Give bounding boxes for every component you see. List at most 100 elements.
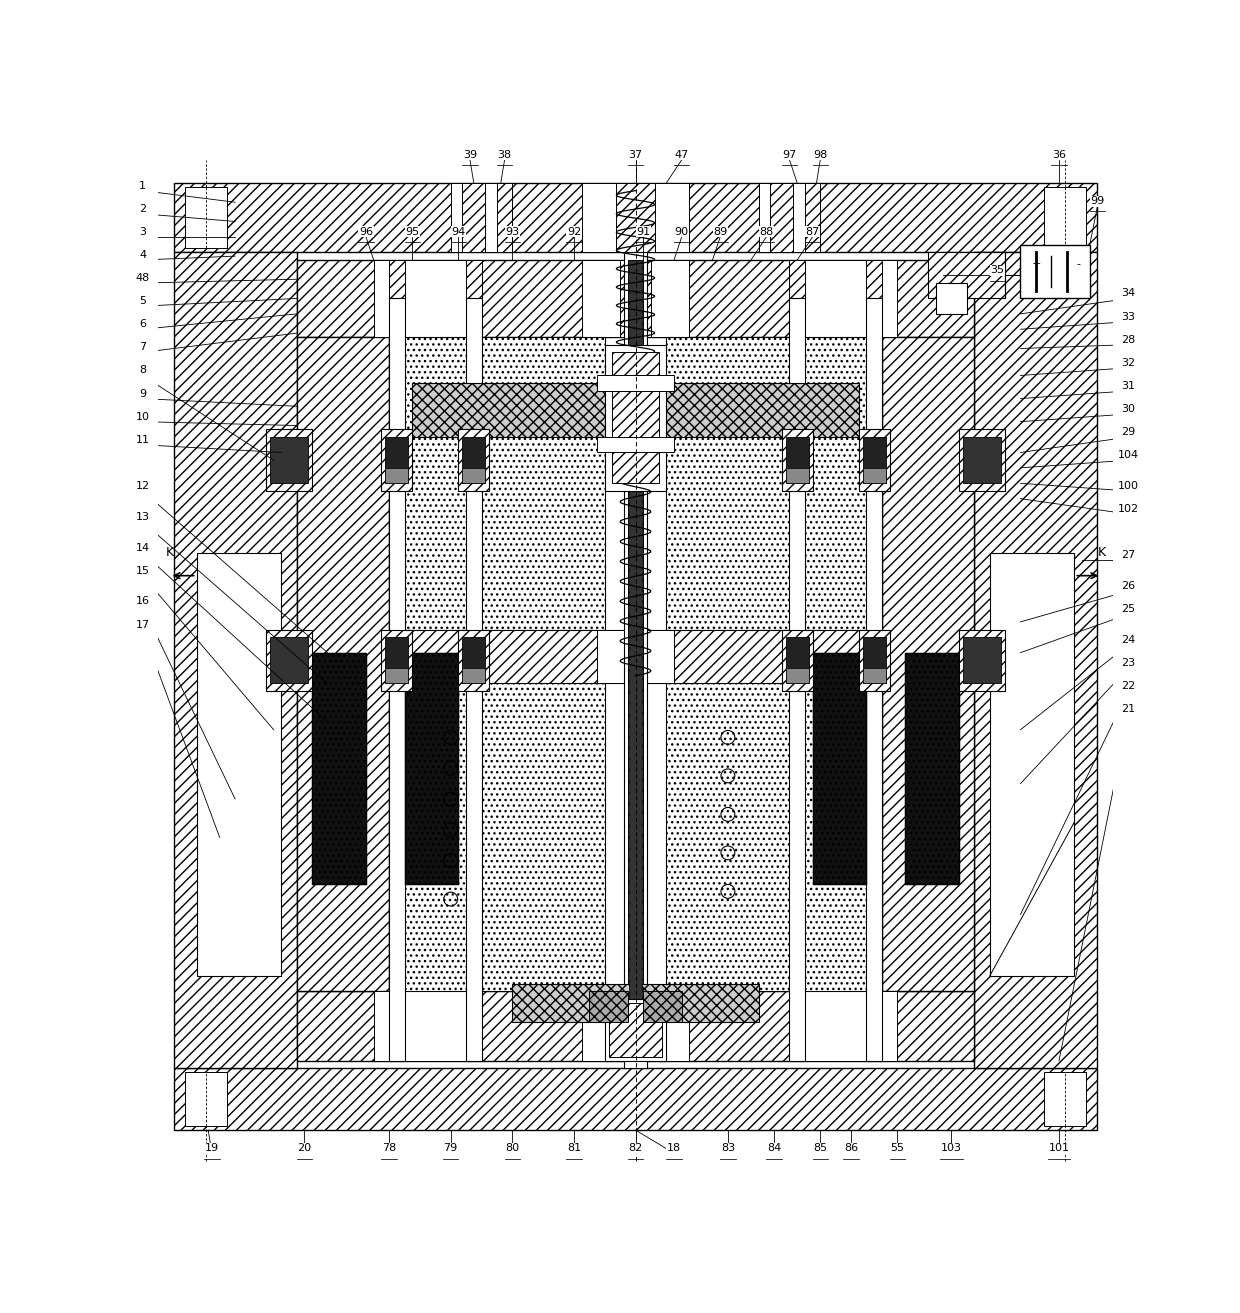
Bar <box>962 637 1001 684</box>
Text: 84: 84 <box>768 1144 781 1153</box>
Text: 29: 29 <box>1121 427 1136 437</box>
Bar <box>863 437 885 483</box>
Text: 17: 17 <box>135 620 150 629</box>
Bar <box>386 467 408 483</box>
Text: 30: 30 <box>1121 404 1136 414</box>
Text: K: K <box>1097 546 1106 559</box>
Bar <box>666 684 882 991</box>
Text: 18: 18 <box>667 1144 681 1153</box>
Bar <box>790 298 805 1061</box>
Text: 7: 7 <box>139 343 146 352</box>
Bar <box>609 1003 662 1057</box>
Text: 9: 9 <box>139 389 146 399</box>
Bar <box>463 437 485 483</box>
Text: 28: 28 <box>1121 335 1136 345</box>
Text: 48: 48 <box>135 273 150 284</box>
Bar <box>616 183 655 252</box>
Bar <box>790 260 898 337</box>
Text: 80: 80 <box>505 1144 520 1153</box>
Bar <box>859 629 889 691</box>
Text: 99: 99 <box>1090 196 1105 206</box>
Bar <box>605 999 666 1061</box>
Text: 36: 36 <box>1052 150 1066 160</box>
Text: 47: 47 <box>675 150 689 160</box>
Bar <box>770 183 794 252</box>
Bar <box>666 337 882 629</box>
Text: 37: 37 <box>629 150 642 160</box>
Text: 89: 89 <box>713 227 728 236</box>
Text: 86: 86 <box>844 1144 858 1153</box>
Text: 38: 38 <box>497 150 512 160</box>
Text: 3: 3 <box>139 227 146 236</box>
Bar <box>882 337 975 991</box>
Bar <box>863 668 885 684</box>
Bar <box>389 298 404 1061</box>
Bar <box>270 637 309 684</box>
Bar <box>497 183 512 252</box>
Text: 102: 102 <box>1117 504 1138 515</box>
Bar <box>312 653 366 884</box>
Text: 94: 94 <box>451 227 465 236</box>
Bar <box>1044 186 1086 248</box>
Bar <box>466 260 481 337</box>
Bar <box>389 337 605 629</box>
Bar <box>582 183 689 252</box>
Bar <box>373 991 481 1061</box>
Text: -: - <box>1076 259 1080 269</box>
Text: 79: 79 <box>444 1144 458 1153</box>
Bar <box>270 437 309 483</box>
Bar <box>596 437 675 453</box>
Bar <box>466 991 481 1061</box>
Bar <box>382 629 412 691</box>
Bar <box>174 1069 1097 1130</box>
Text: 2: 2 <box>139 204 146 214</box>
Bar <box>174 252 296 1069</box>
Text: 19: 19 <box>205 1144 219 1153</box>
Bar <box>867 298 882 1061</box>
Text: 15: 15 <box>135 566 150 575</box>
Text: 14: 14 <box>135 542 150 553</box>
Bar <box>867 991 882 1061</box>
Bar <box>1021 244 1090 298</box>
Bar <box>786 668 808 684</box>
Bar <box>389 684 605 991</box>
Bar <box>463 183 485 252</box>
Bar <box>174 183 1097 252</box>
Bar <box>863 637 885 684</box>
Text: 101: 101 <box>1049 1144 1069 1153</box>
Text: 83: 83 <box>720 1144 735 1153</box>
Bar <box>644 991 682 1023</box>
Bar <box>790 260 805 337</box>
Text: 55: 55 <box>890 1144 904 1153</box>
Text: 35: 35 <box>991 265 1004 276</box>
Bar <box>781 429 812 491</box>
Bar <box>805 183 821 252</box>
Bar <box>450 183 512 252</box>
Bar <box>596 629 675 684</box>
Text: 27: 27 <box>1121 550 1136 561</box>
Bar <box>786 637 808 684</box>
Bar <box>959 429 1006 491</box>
Bar <box>905 653 959 884</box>
Text: 78: 78 <box>382 1144 397 1153</box>
Bar <box>296 260 975 337</box>
Bar <box>389 260 404 337</box>
Text: 95: 95 <box>405 227 419 236</box>
Text: 11: 11 <box>135 435 150 445</box>
Text: 93: 93 <box>505 227 520 236</box>
Text: 81: 81 <box>567 1144 582 1153</box>
Bar <box>620 260 651 337</box>
Text: +: + <box>1032 259 1042 269</box>
Bar <box>863 467 885 483</box>
Bar <box>786 437 808 483</box>
Bar <box>589 991 627 1023</box>
Text: 24: 24 <box>1121 635 1136 645</box>
Bar <box>975 252 1097 1069</box>
Text: 104: 104 <box>1117 450 1138 460</box>
Bar <box>386 668 408 684</box>
Text: 10: 10 <box>135 412 150 421</box>
Text: 32: 32 <box>1121 357 1136 368</box>
Text: 88: 88 <box>759 227 774 236</box>
Bar <box>867 260 882 337</box>
Text: 6: 6 <box>139 319 146 330</box>
